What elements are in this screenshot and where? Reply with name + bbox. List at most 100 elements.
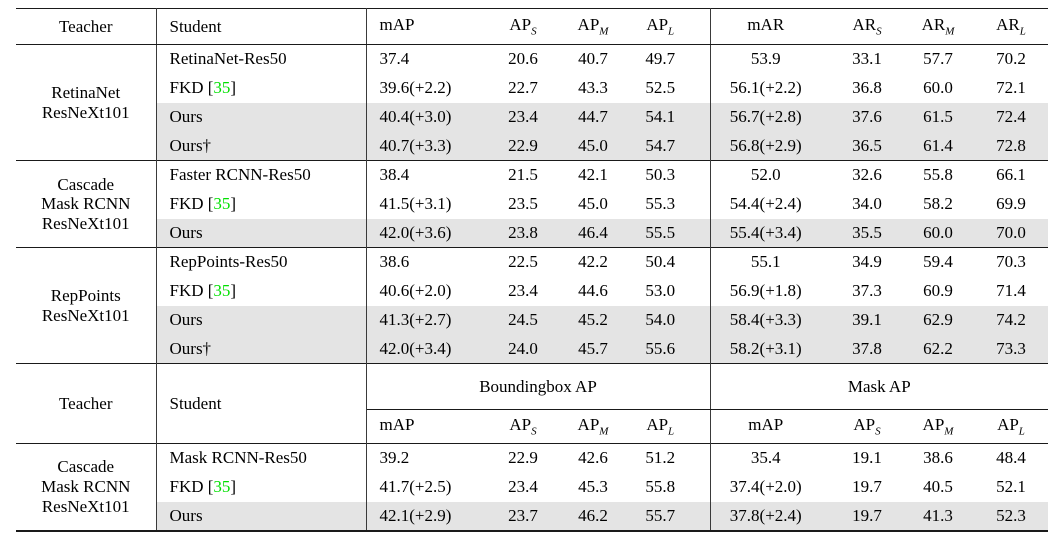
value-cell: 51.2 bbox=[628, 443, 711, 473]
student-cell: FKD [35] bbox=[156, 276, 367, 306]
student-cell: Ours bbox=[156, 501, 367, 531]
value-cell: 19.1 bbox=[852, 448, 882, 468]
value-cell: 42.2 bbox=[578, 252, 608, 272]
table-row: FKD [35] 41.5(+3.1) 23.5 45.0 55.3 54.4(+2.4)… bbox=[16, 189, 1048, 219]
value-cell: 23.4 bbox=[488, 102, 558, 132]
value-cell: 22.9 bbox=[488, 131, 558, 161]
student-cell: Faster RCNN-Res50 bbox=[156, 160, 367, 190]
value-cell: 35.4 bbox=[750, 448, 781, 468]
value-cell: 39.2 bbox=[379, 448, 410, 468]
value-cell: 55.4(+3.4) bbox=[710, 218, 832, 248]
table-row: Cascade Mask RCNN ResNeXt101 Faster RCNN-Re… bbox=[16, 160, 1048, 248]
table-row: FKD [35] 41.7(+2.5) 23.4 45.3 55.8 37.4(+2.0)… bbox=[16, 472, 1048, 502]
value-cell: 38.6 bbox=[379, 252, 410, 272]
value-cell: 55.8 bbox=[923, 165, 953, 185]
value-cell: 59.4 bbox=[923, 252, 953, 272]
value-cell: 42.1(+2.9) bbox=[366, 501, 488, 531]
second-header-section: Teacher Student Boundingbox AP Mask AP m… bbox=[16, 363, 1048, 444]
value-cell: 53.0 bbox=[628, 276, 711, 306]
value-cell: 39.6(+2.2) bbox=[379, 78, 452, 98]
value-cell: 61.5 bbox=[902, 102, 974, 132]
value-cell: 54.1 bbox=[628, 102, 711, 132]
citation-link[interactable]: 35 bbox=[213, 281, 231, 301]
value-cell: 58.2(+3.1) bbox=[710, 334, 832, 364]
metric-header-aps: APS bbox=[488, 8, 558, 45]
group-header-boundingbox-ap: Boundingbox AP bbox=[366, 363, 711, 410]
result-block: Cascade Mask RCNN ResNeXt101 Faster RCNN-Re… bbox=[16, 160, 1048, 248]
value-cell: 45.0 bbox=[578, 194, 608, 214]
table-row: Ours† 40.7(+3.3) 22.9 45.0 54.7 56.8(+2.9) 36.… bbox=[16, 131, 1048, 161]
value-cell: 40.4(+3.0) bbox=[366, 102, 488, 132]
table-header: Teacher Student mAP APS APM APL mAR ARS … bbox=[16, 8, 1048, 45]
table-row: Ours 42.0(+3.6) 23.8 46.4 55.5 55.4(+3.4) 35.5… bbox=[16, 218, 1048, 248]
value-cell: 73.3 bbox=[974, 334, 1048, 364]
citation-link[interactable]: 35 bbox=[213, 194, 231, 214]
student-cell: FKD [35] bbox=[156, 189, 367, 219]
citation-link[interactable]: 35 bbox=[213, 78, 231, 98]
metric-header-apl: APL bbox=[628, 8, 711, 45]
value-cell: 48.4 bbox=[996, 448, 1026, 468]
result-block: RepPoints ResNeXt101 RepPoints-Res50 38.6 22… bbox=[16, 247, 1048, 364]
value-cell: 49.7 bbox=[628, 44, 711, 74]
value-cell: 44.6 bbox=[578, 281, 608, 301]
value-cell: 37.4 bbox=[379, 49, 410, 69]
value-cell: 45.3 bbox=[578, 477, 608, 497]
value-cell: 21.5 bbox=[508, 165, 538, 185]
value-cell: 72.4 bbox=[974, 102, 1048, 132]
value-cell: 32.6 bbox=[852, 165, 882, 185]
metric-header-arl: ARL bbox=[974, 8, 1048, 45]
value-cell: 39.1 bbox=[832, 305, 902, 335]
value-cell: 70.3 bbox=[996, 252, 1026, 272]
value-cell: 38.4 bbox=[379, 165, 410, 185]
student-cell: Ours bbox=[156, 102, 367, 132]
value-cell: 74.2 bbox=[974, 305, 1048, 335]
table-row: Cascade Mask RCNN ResNeXt101 Mask RCNN-Res5… bbox=[16, 443, 1048, 531]
value-cell: 70.2 bbox=[996, 49, 1026, 69]
value-cell: 72.1 bbox=[996, 78, 1026, 98]
value-cell: 45.7 bbox=[558, 334, 628, 364]
value-cell: 22.9 bbox=[508, 448, 538, 468]
value-cell: 52.0 bbox=[750, 165, 781, 185]
value-cell: 62.2 bbox=[902, 334, 974, 364]
value-cell: 60.0 bbox=[902, 218, 974, 248]
value-cell: 45.2 bbox=[558, 305, 628, 335]
student-cell: Ours† bbox=[156, 131, 367, 161]
value-cell: 23.4 bbox=[508, 477, 538, 497]
value-cell: 37.4(+2.0) bbox=[729, 477, 802, 497]
value-cell: 55.6 bbox=[628, 334, 711, 364]
value-cell: 23.8 bbox=[488, 218, 558, 248]
value-cell: 41.7(+2.5) bbox=[379, 477, 452, 497]
value-cell: 56.9(+1.8) bbox=[729, 281, 802, 301]
value-cell: 62.9 bbox=[902, 305, 974, 335]
student-column-header: Student bbox=[156, 8, 367, 45]
value-cell: 46.2 bbox=[558, 501, 628, 531]
result-block: RetinaNet ResNeXt101 RetinaNet-Res50 37.4 20… bbox=[16, 44, 1048, 161]
header-row: Teacher Student mAP APS APM APL mAR ARS … bbox=[16, 8, 1048, 45]
metric-header-mar: mAR bbox=[710, 8, 832, 45]
metric-header-ars: ARS bbox=[832, 8, 902, 45]
value-cell: 23.5 bbox=[508, 194, 538, 214]
value-cell: 70.0 bbox=[974, 218, 1048, 248]
value-cell: 42.1 bbox=[578, 165, 608, 185]
value-cell: 20.6 bbox=[508, 49, 538, 69]
value-cell: 36.5 bbox=[832, 131, 902, 161]
value-cell: 42.0(+3.6) bbox=[366, 218, 488, 248]
table-row: Ours 41.3(+2.7) 24.5 45.2 54.0 58.4(+3.3) 39.1… bbox=[16, 305, 1048, 335]
value-cell: 50.4 bbox=[628, 247, 711, 277]
value-cell: 24.0 bbox=[488, 334, 558, 364]
results-table: Teacher Student mAP APS APM APL mAR ARS … bbox=[16, 8, 1048, 532]
value-cell: 42.6 bbox=[578, 448, 608, 468]
value-cell: 37.8(+2.4) bbox=[710, 501, 832, 531]
metric-header-arm: ARM bbox=[902, 8, 974, 45]
value-cell: 33.1 bbox=[852, 49, 882, 69]
value-cell: 34.0 bbox=[852, 194, 882, 214]
teacher-column-header: Teacher bbox=[16, 8, 157, 45]
value-cell: 56.7(+2.8) bbox=[710, 102, 832, 132]
value-cell: 69.9 bbox=[996, 194, 1026, 214]
student-cell: Ours† bbox=[156, 334, 367, 364]
value-cell: 35.5 bbox=[832, 218, 902, 248]
value-cell: 52.5 bbox=[628, 73, 711, 103]
value-cell: 46.4 bbox=[558, 218, 628, 248]
citation-link[interactable]: 35 bbox=[213, 477, 231, 497]
value-cell: 23.4 bbox=[508, 281, 538, 301]
